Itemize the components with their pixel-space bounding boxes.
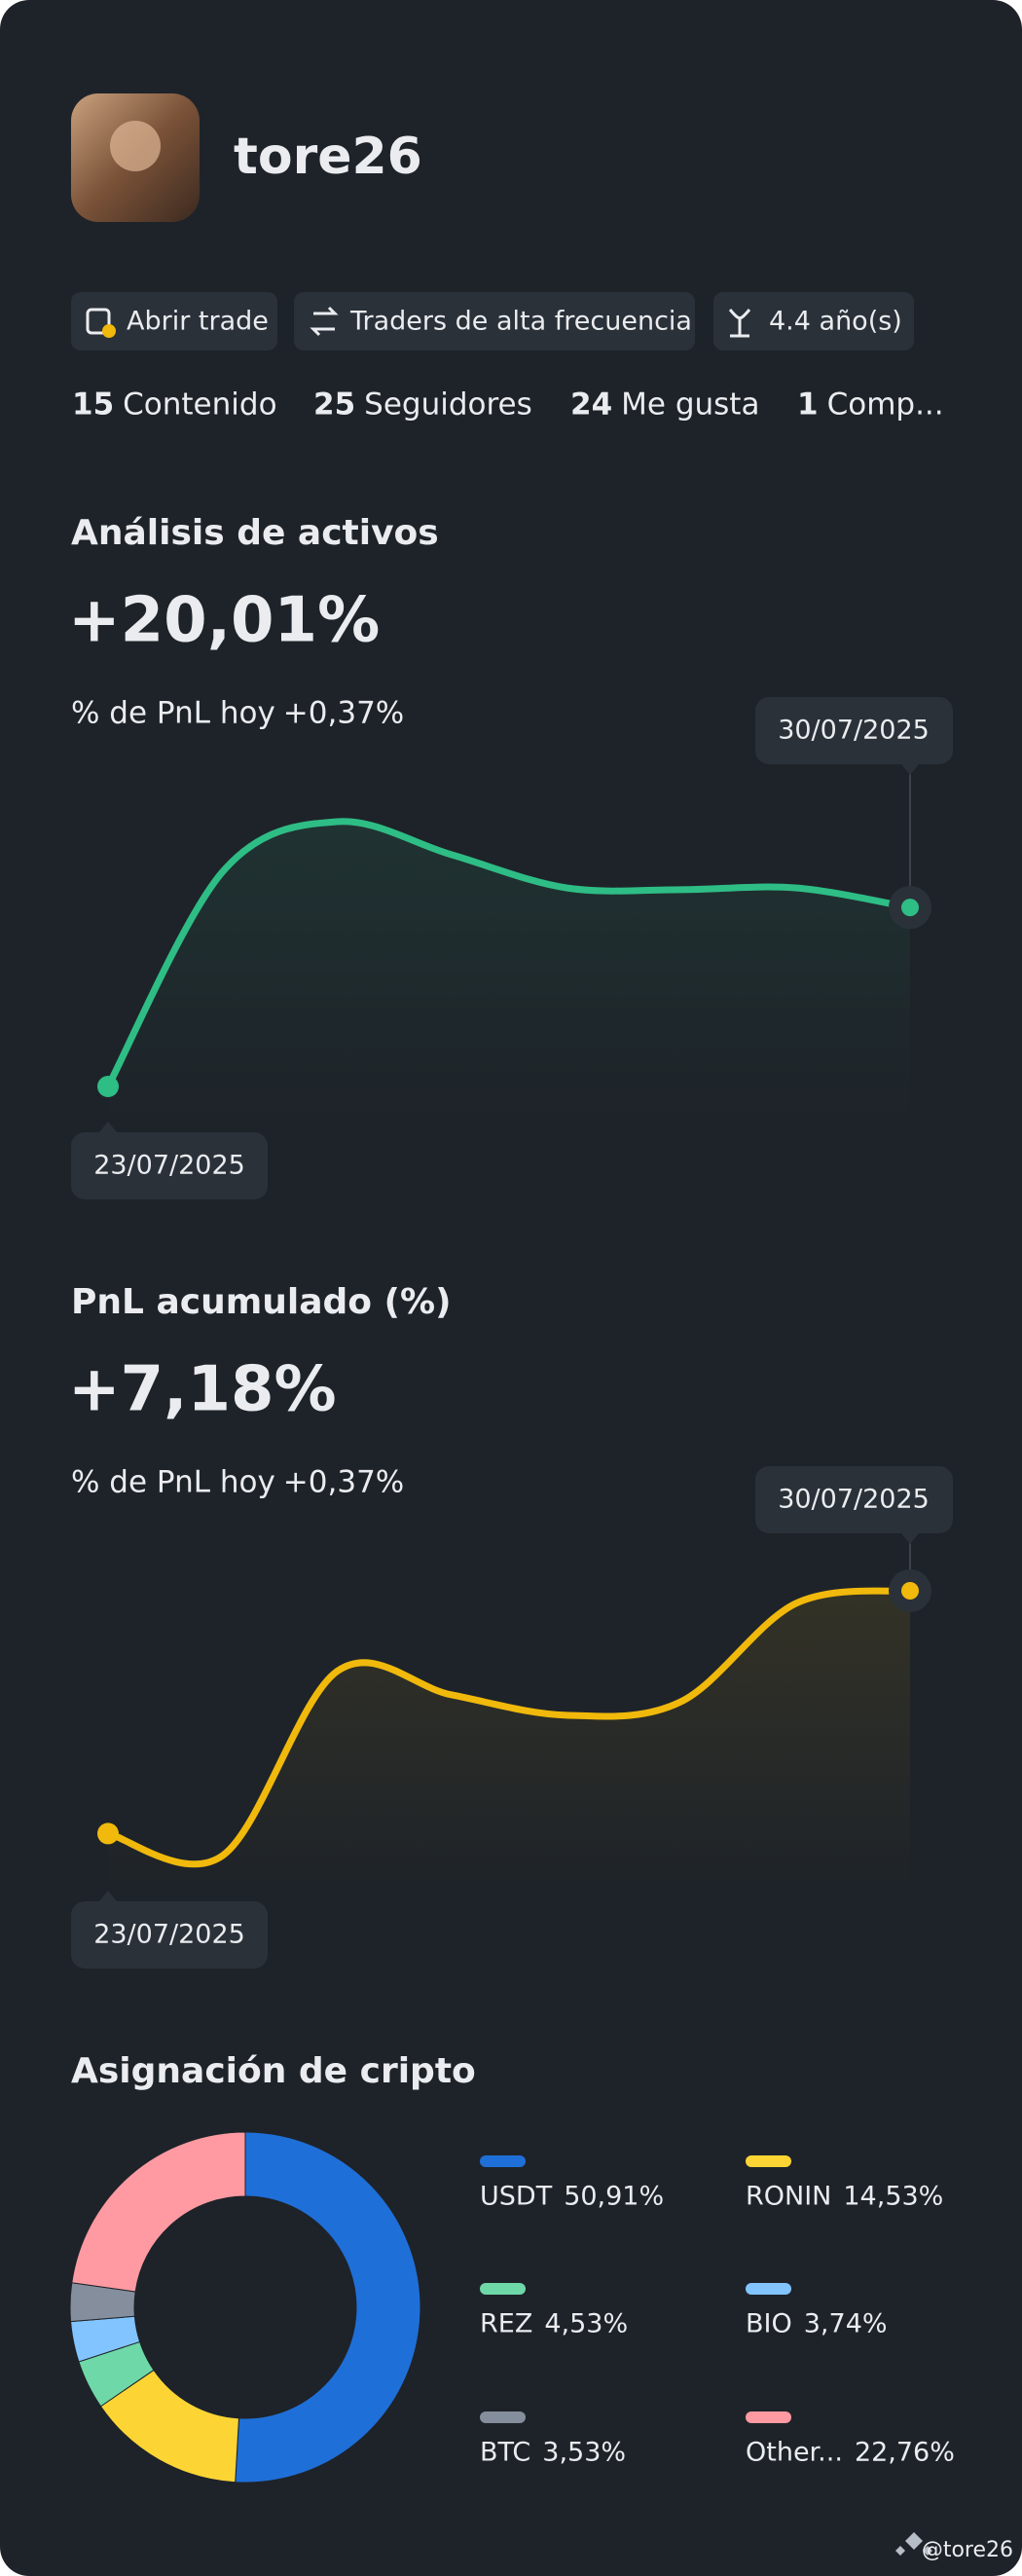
start-dot	[97, 1822, 119, 1845]
tag-pill[interactable]	[713, 292, 914, 350]
tag-pill[interactable]	[294, 292, 695, 350]
legend-swatch	[480, 2283, 526, 2295]
subtitle-label: % de PnL hoy	[71, 1465, 275, 1500]
legend-value: 50,91%	[564, 2182, 664, 2212]
stat-count: 1	[797, 387, 819, 423]
end-dot	[901, 899, 919, 917]
tooltip-arrow	[99, 1891, 117, 1901]
legend-value: 3,53%	[542, 2438, 626, 2468]
end-dot	[901, 1582, 919, 1600]
line-area	[108, 1591, 910, 1888]
donut-segment	[71, 2131, 246, 2293]
legend-swatch	[746, 2155, 791, 2167]
stat-count: 24	[570, 387, 612, 423]
legend-swatch	[746, 2411, 791, 2423]
legend-swatch	[480, 2155, 526, 2167]
legend-value: 14,53%	[843, 2182, 943, 2212]
legend-swatch	[746, 2283, 791, 2295]
section-title: Asignación de cripto	[71, 2051, 476, 2091]
legend-label: REZ	[480, 2309, 532, 2339]
tooltip-arrow	[901, 1533, 919, 1544]
date-tooltip	[755, 697, 953, 764]
section-title: PnL acumulado (%)	[71, 1282, 452, 1322]
stat-label: Contenido	[123, 387, 276, 423]
tag-label: Traders de alta frecuencia	[349, 307, 692, 337]
stat-count: 15	[72, 387, 114, 423]
date-tooltip	[71, 1132, 268, 1199]
legend-value: 4,53%	[544, 2309, 628, 2339]
tag-icon	[86, 308, 111, 335]
tag-icon-badge	[102, 324, 116, 338]
subtitle-value: +0,37%	[283, 1465, 404, 1500]
headline-value: +7,18%	[68, 1354, 337, 1426]
legend-label: USDT	[480, 2182, 553, 2212]
stat-count: 25	[313, 387, 355, 423]
legend-value: 3,74%	[804, 2309, 888, 2339]
date-tooltip	[71, 1901, 268, 1969]
date-label: 23/07/2025	[93, 1151, 245, 1181]
tag-icon	[728, 309, 751, 338]
tooltip-arrow	[99, 1122, 117, 1132]
date-label: 30/07/2025	[778, 1485, 930, 1515]
tag-icon	[310, 306, 339, 337]
legend-label: BIO	[746, 2309, 792, 2339]
legend-label: BTC	[480, 2438, 530, 2468]
section-title: Análisis de activos	[71, 513, 439, 553]
stat-label: Seguidores	[364, 387, 532, 423]
tag-pill[interactable]	[71, 292, 277, 350]
donut-segment	[235, 2131, 421, 2484]
stat-label: Me gusta	[621, 387, 759, 423]
legend-label: Other...	[746, 2438, 843, 2468]
headline-value: +20,01%	[68, 585, 380, 657]
tag-label: Abrir trade	[127, 307, 269, 337]
date-label: 30/07/2025	[778, 716, 930, 746]
legend-value: 22,76%	[855, 2438, 955, 2468]
stat-label: Comp...	[827, 387, 944, 423]
username: tore26	[234, 128, 422, 186]
watermark-logo	[895, 2532, 932, 2556]
avatar-face	[110, 121, 161, 171]
watermark: @tore26	[922, 2538, 1013, 2562]
legend-swatch	[480, 2411, 526, 2423]
date-label: 23/07/2025	[93, 1920, 245, 1950]
subtitle-label: % de PnL hoy	[71, 696, 275, 731]
line	[104, 818, 914, 1090]
tag-label: 4.4 año(s)	[769, 307, 902, 337]
legend-label: RONIN	[746, 2182, 831, 2212]
date-tooltip	[755, 1466, 953, 1533]
tooltip-arrow	[901, 764, 919, 775]
line-area	[108, 821, 910, 1119]
start-dot	[97, 1076, 119, 1097]
subtitle-value: +0,37%	[283, 696, 404, 731]
line	[104, 1587, 914, 1868]
